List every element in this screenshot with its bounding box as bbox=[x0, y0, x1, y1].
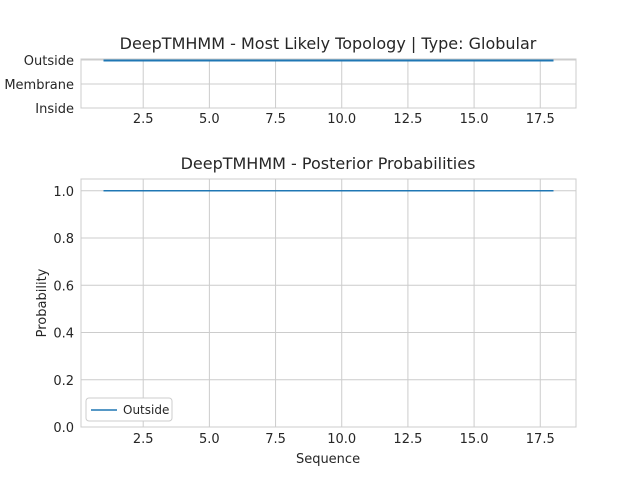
probability-y-tick-label: 0.4 bbox=[53, 327, 74, 342]
legend-label: Outside bbox=[123, 403, 169, 417]
topology-x-tick-label: 17.5 bbox=[526, 112, 555, 127]
probability-x-tick-label: 15.0 bbox=[460, 432, 489, 447]
topology-y-tick-label: Outside bbox=[24, 54, 74, 69]
probability-y-tick-label: 0.6 bbox=[53, 279, 74, 294]
topology-x-tick-label: 10.0 bbox=[327, 112, 356, 127]
topology-y-tick-label: Inside bbox=[35, 102, 74, 117]
topology-title: DeepTMHMM - Most Likely Topology | Type:… bbox=[120, 34, 537, 53]
probability-panel: DeepTMHMM - Posterior Probabilities 0.0 0… bbox=[35, 154, 577, 467]
y-axis-label: Probability bbox=[35, 268, 50, 337]
topology-x-tick-label: 2.5 bbox=[133, 112, 154, 127]
topology-x-tick-label: 5.0 bbox=[199, 112, 220, 127]
topology-y-tick-label: Membrane bbox=[4, 78, 74, 93]
topology-x-tick-label: 15.0 bbox=[460, 112, 489, 127]
probability-y-tick-label: 0.0 bbox=[53, 421, 74, 436]
topology-x-tick-label: 12.5 bbox=[393, 112, 422, 127]
probability-y-tick-label: 0.2 bbox=[53, 374, 74, 389]
legend-box bbox=[85, 397, 173, 422]
topology-x-tick-label: 7.5 bbox=[265, 112, 286, 127]
probability-x-tick-label: 2.5 bbox=[133, 432, 154, 447]
probability-y-tick-label: 0.8 bbox=[53, 232, 74, 247]
probability-x-tick-label: 10.0 bbox=[327, 432, 356, 447]
probability-x-tick-label: 12.5 bbox=[393, 432, 422, 447]
probability-x-tick-label: 17.5 bbox=[526, 432, 555, 447]
probability-y-tick-label: 1.0 bbox=[53, 185, 74, 200]
topology-frame bbox=[80, 58, 577, 109]
topology-panel: DeepTMHMM - Most Likely Topology | Type:… bbox=[4, 34, 577, 127]
probability-frame bbox=[80, 178, 577, 428]
probability-title: DeepTMHMM - Posterior Probabilities bbox=[181, 154, 476, 173]
probability-x-tick-label: 7.5 bbox=[265, 432, 286, 447]
legend: Outside bbox=[85, 397, 173, 422]
x-axis-label: Sequence bbox=[296, 452, 360, 467]
probability-x-tick-label: 5.0 bbox=[199, 432, 220, 447]
